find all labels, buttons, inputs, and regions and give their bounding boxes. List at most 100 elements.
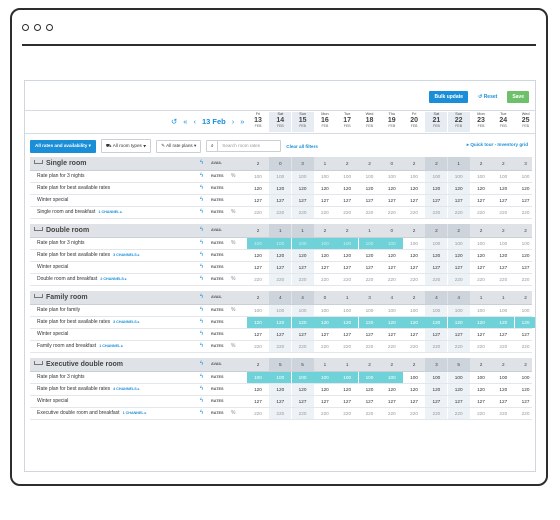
rate-cell[interactable]: 100 <box>336 372 359 383</box>
rate-cell[interactable]: 100 <box>410 174 418 179</box>
rate-cell[interactable]: 127 <box>499 332 508 337</box>
rate-plan-name[interactable]: Rate plan for 3 nights <box>37 171 85 182</box>
avail-cell[interactable]: 2 <box>479 161 483 166</box>
rate-cell[interactable]: 220 <box>477 210 485 215</box>
rate-cell[interactable]: 127 <box>343 265 352 270</box>
undo-icon[interactable]: ↺ <box>171 117 178 126</box>
rate-cell[interactable]: 220 <box>425 207 448 218</box>
rate-cell[interactable]: 127 <box>320 399 329 404</box>
rate-cell[interactable]: 127 <box>291 195 314 206</box>
lightning-icon[interactable]: ϟ <box>200 185 204 191</box>
rate-cell[interactable]: 120 <box>492 317 515 328</box>
rate-cell[interactable]: 127 <box>365 332 374 337</box>
rate-plan-name[interactable]: Rate plan for best available rates 3 CHAN… <box>37 317 140 328</box>
rate-cell[interactable]: 100 <box>425 305 448 316</box>
rate-cell[interactable]: 127 <box>269 262 292 273</box>
rate-cell[interactable]: 120 <box>477 186 485 191</box>
date-column[interactable]: Thu 19 FEB <box>381 112 403 132</box>
rate-cell[interactable]: 220 <box>387 344 396 349</box>
rate-cell[interactable]: 120 <box>343 387 352 392</box>
rate-cell[interactable]: 100 <box>343 308 352 313</box>
rate-cell[interactable]: 127 <box>269 396 292 407</box>
rate-cell[interactable]: 100 <box>365 174 374 179</box>
avail-cell[interactable]: 2 <box>323 228 327 233</box>
date-column[interactable]: Tue 17 FEB <box>336 112 358 132</box>
rate-cell[interactable]: 127 <box>343 332 352 337</box>
rate-cell[interactable]: 100 <box>320 174 329 179</box>
rate-cell[interactable]: 120 <box>269 250 292 261</box>
rate-cell[interactable]: 120 <box>447 384 470 395</box>
rate-cell[interactable]: 220 <box>521 344 530 349</box>
rate-cell[interactable]: 127 <box>269 329 292 340</box>
room-name[interactable]: Single room <box>34 157 86 170</box>
rate-plan-name[interactable]: Rate plan for 3 nights <box>37 372 85 383</box>
rate-cell[interactable]: 100 <box>254 308 262 313</box>
rate-cell[interactable]: 120 <box>365 387 374 392</box>
rate-cell[interactable]: 220 <box>410 210 418 215</box>
rate-cell[interactable]: 100 <box>358 372 381 383</box>
rate-cell[interactable]: 220 <box>499 210 508 215</box>
avail-cell[interactable]: 2 <box>256 228 260 233</box>
rate-cell[interactable]: 220 <box>410 344 418 349</box>
rate-cell[interactable]: 120 <box>254 387 262 392</box>
first-page-icon[interactable]: « <box>183 117 188 126</box>
avail-cell[interactable]: 2 <box>345 228 349 233</box>
rate-cell[interactable]: 127 <box>320 198 329 203</box>
rate-cell[interactable]: 220 <box>269 341 292 352</box>
rate-cell[interactable]: 120 <box>425 317 448 328</box>
rate-cell[interactable]: 220 <box>425 274 448 285</box>
rate-cell[interactable]: 120 <box>470 317 492 328</box>
avail-cell[interactable]: 2 <box>368 161 371 166</box>
rate-cell[interactable]: 127 <box>447 329 470 340</box>
rate-cell[interactable]: 127 <box>499 265 508 270</box>
date-column[interactable]: Wed 25 FEB <box>515 112 535 132</box>
rate-cell[interactable]: 220 <box>343 411 352 416</box>
lightning-icon[interactable]: ϟ <box>200 227 204 233</box>
rate-cell[interactable]: 220 <box>477 277 485 282</box>
rate-cell[interactable]: 100 <box>425 171 448 182</box>
rate-cell[interactable]: 220 <box>343 210 352 215</box>
rate-cell[interactable]: 220 <box>343 344 352 349</box>
rate-cell[interactable]: 120 <box>410 387 418 392</box>
avail-cell[interactable]: 1 <box>323 161 327 166</box>
rate-cell[interactable]: 220 <box>365 411 374 416</box>
lightning-icon[interactable]: ϟ <box>200 343 204 349</box>
rate-cell[interactable]: 100 <box>447 171 470 182</box>
rate-cell[interactable]: 127 <box>410 265 418 270</box>
rate-cell[interactable]: 127 <box>343 198 352 203</box>
rate-cell[interactable]: 120 <box>320 186 329 191</box>
rate-cell[interactable]: 120 <box>343 253 352 258</box>
rate-cell[interactable]: 220 <box>425 408 448 419</box>
lightning-icon[interactable]: ϟ <box>200 264 204 270</box>
rate-cell[interactable]: 127 <box>521 332 530 337</box>
avail-cell[interactable]: 1 <box>345 362 349 367</box>
rate-cell[interactable]: 120 <box>336 317 359 328</box>
reset-button[interactable]: ↺ Reset <box>478 94 498 100</box>
rate-cell[interactable]: 100 <box>387 174 396 179</box>
lightning-icon[interactable]: ϟ <box>200 398 204 404</box>
rate-cell[interactable]: 120 <box>320 387 329 392</box>
lightning-icon[interactable]: ϟ <box>200 276 204 282</box>
rate-cell[interactable]: 127 <box>477 265 485 270</box>
lightning-icon[interactable]: ϟ <box>200 331 204 337</box>
channel-link[interactable]: 1 CHANNEL ▸ <box>122 411 147 415</box>
rate-cell[interactable]: 220 <box>447 341 470 352</box>
rate-cell[interactable]: 220 <box>447 207 470 218</box>
avail-cell[interactable]: 3 <box>368 295 371 300</box>
date-column[interactable]: Mon 23 FEB <box>470 112 492 132</box>
rate-cell[interactable]: 127 <box>365 198 374 203</box>
rate-cell[interactable]: 220 <box>291 341 314 352</box>
rate-cell[interactable]: 220 <box>499 344 508 349</box>
next-page-icon[interactable]: › <box>231 117 235 126</box>
rate-cell[interactable]: 120 <box>499 186 508 191</box>
rate-cell[interactable]: 127 <box>499 399 508 404</box>
rate-cell[interactable]: 120 <box>269 317 292 328</box>
lightning-icon[interactable]: ϟ <box>200 386 204 392</box>
prev-page-icon[interactable]: ‹ <box>193 117 196 126</box>
avail-cell[interactable]: 2 <box>256 295 260 300</box>
rate-cell[interactable]: 127 <box>521 399 530 404</box>
rate-cell[interactable]: 127 <box>425 195 448 206</box>
rate-cell[interactable]: 100 <box>269 238 292 249</box>
rate-cell[interactable]: 220 <box>320 344 329 349</box>
date-column[interactable]: Fri 13 FEB <box>247 112 269 132</box>
